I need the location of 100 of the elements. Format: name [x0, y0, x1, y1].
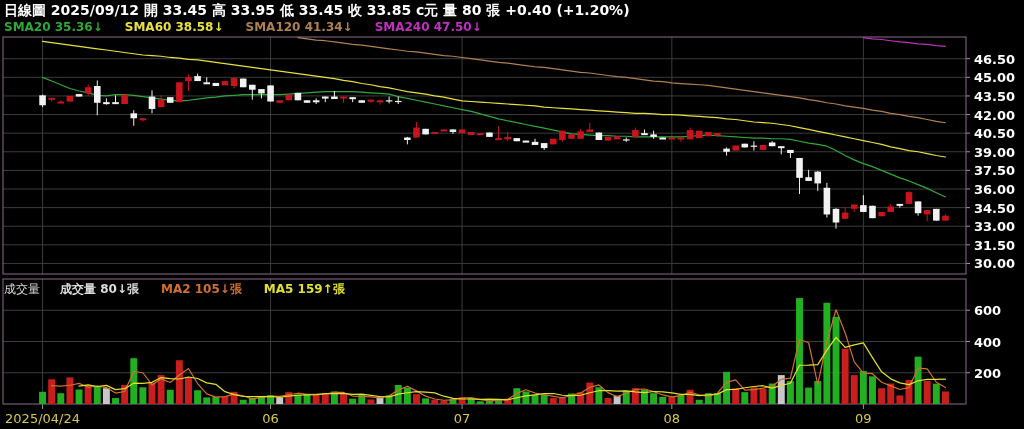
- bar: [732, 388, 740, 404]
- candlestick: [449, 128, 457, 135]
- candlestick: [385, 96, 393, 104]
- candlestick: [641, 128, 648, 136]
- x-tick-label: 07: [453, 411, 471, 426]
- text: SMA20 35.36↓: [4, 20, 103, 34]
- y-tick-label: 31.50: [974, 237, 1016, 253]
- bar: [859, 371, 867, 404]
- bar: [650, 393, 658, 404]
- y-tick-label: 43.50: [974, 88, 1016, 104]
- candlestick: [376, 99, 384, 106]
- text: SMA240 47.50↓: [374, 20, 482, 34]
- bar: [440, 400, 448, 404]
- candlestick: [832, 207, 840, 230]
- candlestick: [531, 138, 539, 146]
- y-tick-label: 33.00: [974, 219, 1016, 235]
- bar: [723, 371, 731, 404]
- chart-title: 日線圖 2025/09/12 開 33.45 高 33.95 低 33.45 收 33.85 c元 量 80 張 +0.40 (+1.20%): [4, 2, 630, 18]
- candlestick: [677, 137, 685, 143]
- line-series: [51, 309, 947, 402]
- bar: [203, 397, 211, 404]
- y-tick-label: 36.00: [974, 182, 1016, 197]
- line-series: [862, 37, 947, 47]
- bar: [814, 381, 822, 404]
- y-tick-label: 39.00: [974, 144, 1016, 160]
- candlestick: [814, 170, 822, 192]
- bar: [540, 394, 548, 404]
- candlestick: [796, 157, 803, 195]
- bar: [102, 388, 110, 404]
- bar: [166, 389, 174, 404]
- x-tick-label: 2025/04/24: [5, 411, 81, 426]
- bar: [185, 376, 192, 404]
- bar: [668, 396, 676, 404]
- text: MA2 105↓張: [160, 282, 243, 296]
- y-tick-label: 42.00: [974, 107, 1016, 123]
- bar: [93, 386, 101, 404]
- bar: [413, 394, 420, 404]
- bar: [841, 348, 849, 404]
- bar: [39, 391, 47, 404]
- bar: [878, 388, 886, 404]
- bar: [48, 379, 56, 404]
- bar: [750, 387, 758, 404]
- bar: [869, 376, 876, 404]
- y-tick-label: 40.50: [974, 126, 1016, 142]
- bar: [349, 398, 357, 404]
- bar: [796, 298, 803, 404]
- bar: [157, 375, 165, 404]
- bar: [932, 383, 940, 404]
- chart-title: 成交量: [4, 282, 40, 296]
- bar: [312, 394, 320, 404]
- bar: [75, 389, 83, 404]
- bar: [57, 393, 65, 404]
- candlestick: [495, 125, 502, 141]
- series-label: SMA60 38.58↓: [124, 20, 224, 34]
- bar: [239, 399, 247, 404]
- bar: [194, 390, 202, 404]
- candlestick: [94, 79, 101, 116]
- bar: [805, 387, 813, 404]
- bar: [896, 395, 904, 404]
- y-tick-label: 30.00: [974, 256, 1016, 272]
- bar: [659, 396, 667, 404]
- bar: [850, 375, 858, 404]
- x-tick-label: 08: [663, 411, 681, 426]
- bar: [531, 394, 539, 404]
- bar: [759, 388, 767, 404]
- y-tick-label: 600: [974, 303, 1002, 319]
- line-series: [41, 76, 947, 198]
- bar: [941, 391, 949, 404]
- x-tick-label: 09: [855, 411, 872, 426]
- x-tick-label: 06: [262, 411, 279, 426]
- line-series: [78, 336, 947, 401]
- y-tick-label: 37.50: [974, 163, 1016, 179]
- y-tick-label: 45.00: [974, 70, 1016, 86]
- bar: [112, 398, 119, 404]
- bar: [212, 396, 220, 404]
- candlestick: [57, 99, 65, 104]
- bar: [476, 401, 484, 404]
- bar: [914, 356, 922, 404]
- y-tick-label: 200: [974, 365, 1002, 381]
- bar: [923, 381, 931, 404]
- bar: [340, 393, 347, 404]
- bar: [139, 387, 147, 404]
- bar: [695, 399, 703, 404]
- bar: [422, 398, 430, 404]
- bar: [549, 398, 557, 404]
- text: 成交量 80↓張: [59, 282, 140, 296]
- bar: [367, 399, 375, 404]
- bar: [595, 387, 603, 404]
- y-tick-label: 34.50: [974, 200, 1016, 216]
- y-tick-label: 46.50: [974, 51, 1016, 67]
- bar: [175, 360, 183, 404]
- series-label: SMA120 41.34↓: [245, 20, 353, 34]
- bar: [130, 358, 138, 404]
- bar: [887, 383, 895, 404]
- bar: [66, 377, 74, 404]
- bar: [641, 389, 648, 404]
- bar: [741, 392, 749, 404]
- line-series: [297, 37, 947, 124]
- y-tick-label: 400: [974, 334, 1002, 350]
- text: MA5 159↑張: [263, 282, 346, 296]
